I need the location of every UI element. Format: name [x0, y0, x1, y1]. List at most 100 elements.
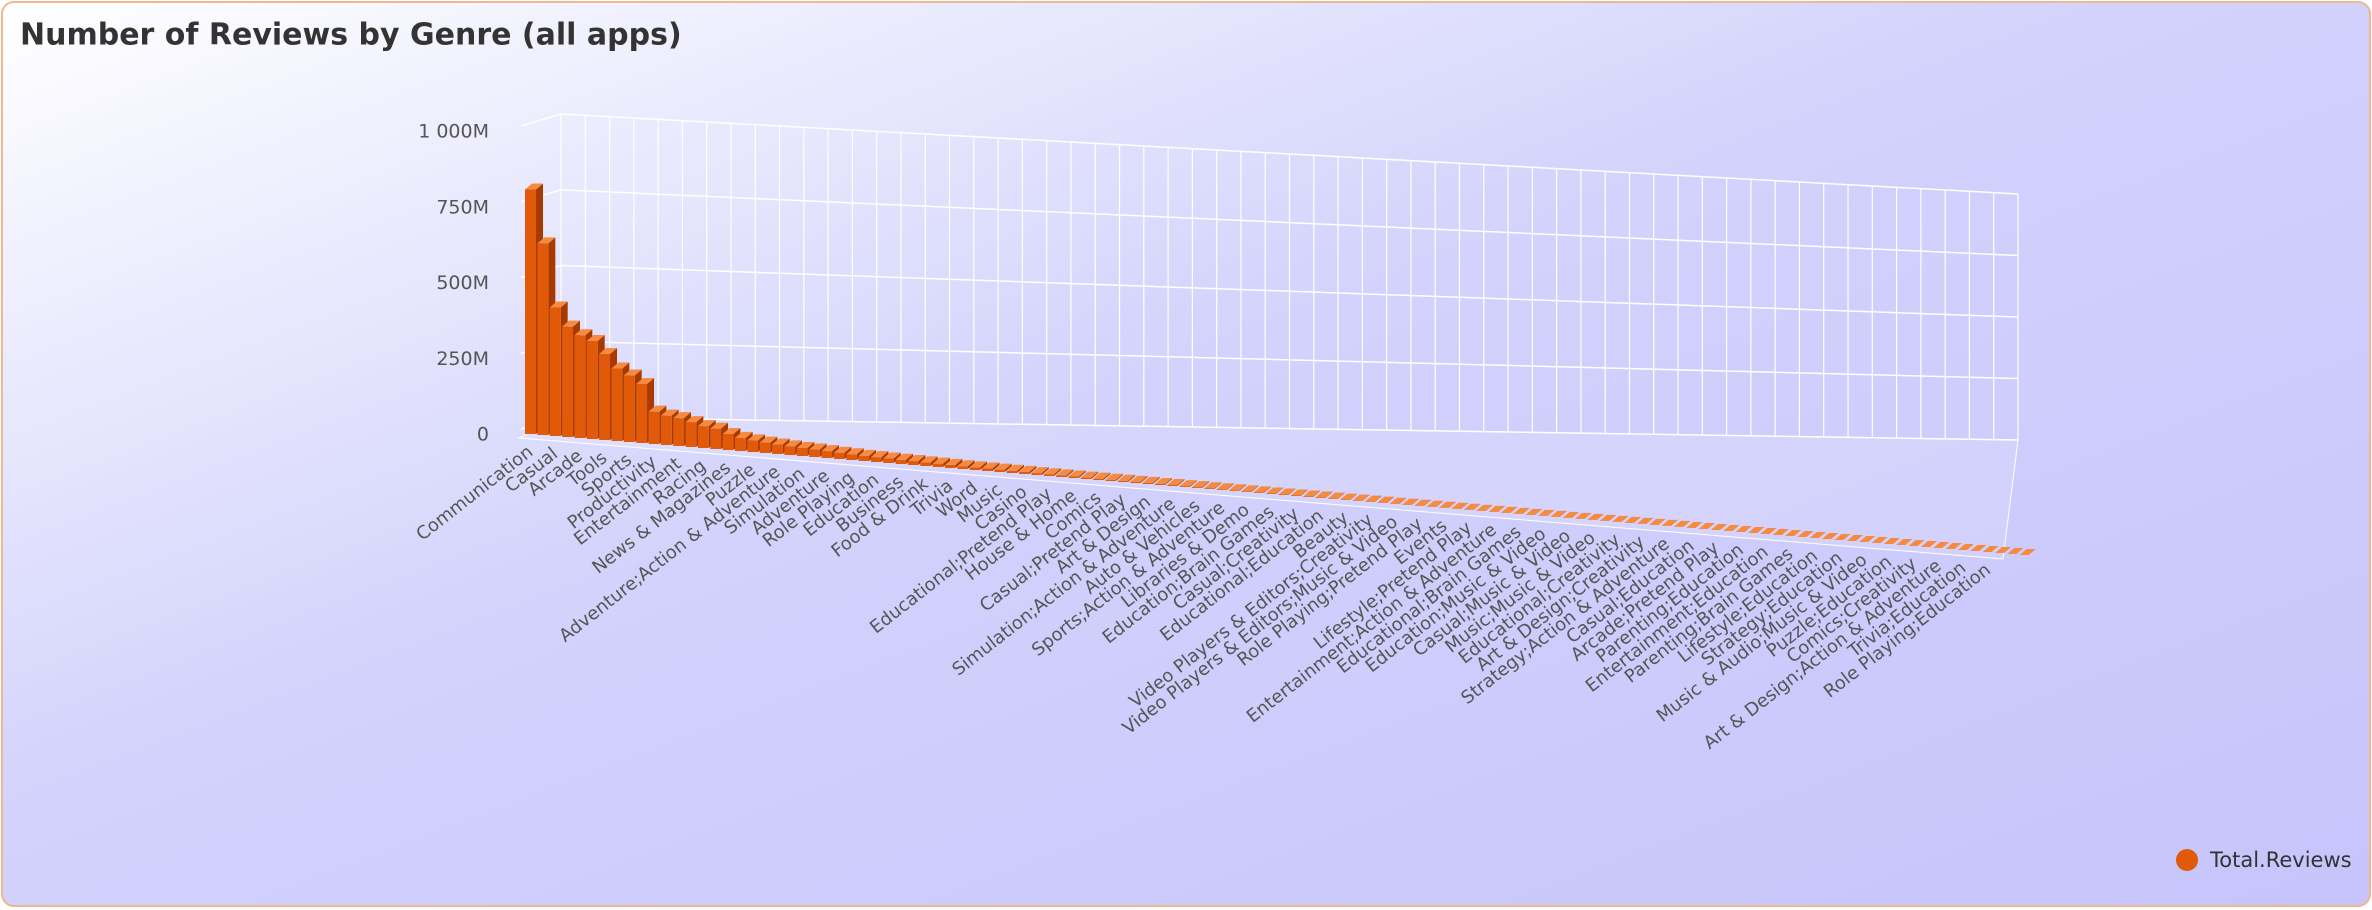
bar-front — [1093, 478, 1104, 480]
bar-front — [586, 340, 598, 439]
bar-side — [1313, 490, 1321, 497]
bar-side — [881, 451, 889, 462]
bar-top — [1624, 516, 1641, 523]
bar-top — [1056, 469, 1074, 476]
bar-side — [1559, 510, 1567, 517]
bar — [1315, 491, 1333, 498]
bar-top — [1550, 510, 1567, 517]
bar-side — [1831, 532, 1839, 539]
bar-side — [1609, 514, 1617, 521]
bar-side — [1818, 531, 1826, 538]
bar-front — [1290, 495, 1301, 496]
bar-top — [1500, 506, 1518, 513]
bar-top — [1612, 515, 1629, 522]
bar-front — [982, 468, 993, 471]
bar-top — [1698, 522, 1715, 529]
bar — [1883, 537, 1900, 544]
bar-front — [1204, 488, 1215, 489]
y-tick-label: 0 — [477, 424, 489, 446]
bar-front — [525, 189, 536, 434]
bar-top — [920, 456, 938, 463]
bar-side — [1177, 479, 1185, 486]
bar-front — [1167, 485, 1178, 486]
y-tick-label: 750M — [436, 196, 489, 218]
bar-side — [1646, 517, 1654, 524]
bar-front — [994, 469, 1005, 472]
bar-side — [1695, 521, 1703, 528]
bar-side — [1806, 530, 1814, 537]
bar-front — [1216, 489, 1227, 490]
bar-side — [1202, 481, 1210, 488]
bar — [1809, 531, 1826, 538]
bar — [1673, 520, 1691, 527]
bar — [1896, 538, 1913, 545]
bar-front — [1278, 494, 1289, 495]
bar — [1426, 500, 1444, 507]
bar-side — [1078, 470, 1086, 478]
bar-front — [957, 466, 968, 469]
bar — [945, 458, 963, 468]
bar-front — [1006, 470, 1018, 473]
bar-side — [893, 452, 901, 463]
bar — [1241, 485, 1259, 492]
bar — [1785, 529, 1802, 536]
bar-top — [957, 460, 975, 467]
bar — [1290, 489, 1308, 496]
bar-side — [1880, 536, 1888, 543]
bar-top — [1303, 490, 1321, 497]
bar-top — [1562, 511, 1580, 518]
y-tick-label: 250M — [436, 348, 489, 370]
bar-side — [980, 461, 988, 470]
bar-top — [759, 436, 778, 443]
bar-top — [574, 329, 593, 336]
bar-top — [1970, 544, 1987, 551]
bar-top — [1537, 509, 1555, 516]
bar-top — [1216, 483, 1234, 490]
bar-top — [1266, 487, 1284, 494]
bar-front — [772, 444, 783, 454]
bar-front — [685, 422, 697, 447]
bar-top — [870, 451, 889, 458]
bar-front — [784, 446, 796, 455]
bar — [1142, 476, 1160, 484]
bar-top — [1179, 480, 1197, 487]
bar — [1822, 532, 1839, 539]
bar — [994, 463, 1012, 472]
bar — [1723, 524, 1740, 531]
bar-side — [1411, 498, 1419, 505]
bar-top — [1080, 471, 1099, 478]
bar — [1340, 493, 1358, 500]
bar-front — [1241, 491, 1252, 492]
bar-top — [1896, 538, 1913, 545]
bar-top — [1389, 497, 1407, 504]
bar-top — [1241, 485, 1259, 492]
bar-top — [784, 440, 803, 447]
bar-side — [1461, 502, 1469, 509]
bar — [1513, 507, 1530, 514]
bar — [2019, 548, 2036, 555]
bar-top — [1463, 503, 1481, 510]
grid-line — [560, 340, 2019, 380]
bar — [1636, 517, 1654, 524]
bar-side — [1794, 529, 1802, 536]
bar-side — [1017, 464, 1025, 473]
bar-side — [1781, 528, 1789, 535]
bar-side — [1165, 477, 1173, 485]
bar — [1945, 542, 1962, 549]
bar-top — [833, 446, 852, 453]
bar — [1006, 464, 1025, 473]
bar-top — [1068, 470, 1086, 477]
bar — [1488, 505, 1506, 512]
bar-side — [967, 460, 975, 469]
bar-front — [1192, 487, 1203, 488]
bar — [1192, 481, 1210, 488]
bar-front — [932, 463, 944, 467]
bar — [1365, 495, 1382, 502]
bar-side — [1572, 511, 1580, 518]
bar-top — [562, 320, 581, 327]
bar-top — [1352, 494, 1370, 501]
bar-side — [1757, 526, 1765, 533]
grid-line — [560, 416, 2019, 441]
bar-top — [1192, 481, 1210, 488]
